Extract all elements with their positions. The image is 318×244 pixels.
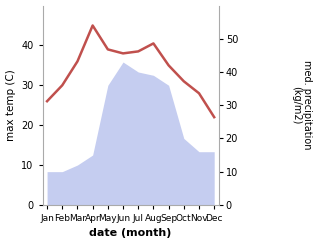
Y-axis label: max temp (C): max temp (C) — [5, 69, 16, 141]
Y-axis label: med. precipitation
(kg/m2): med. precipitation (kg/m2) — [291, 61, 313, 150]
X-axis label: date (month): date (month) — [89, 228, 172, 238]
